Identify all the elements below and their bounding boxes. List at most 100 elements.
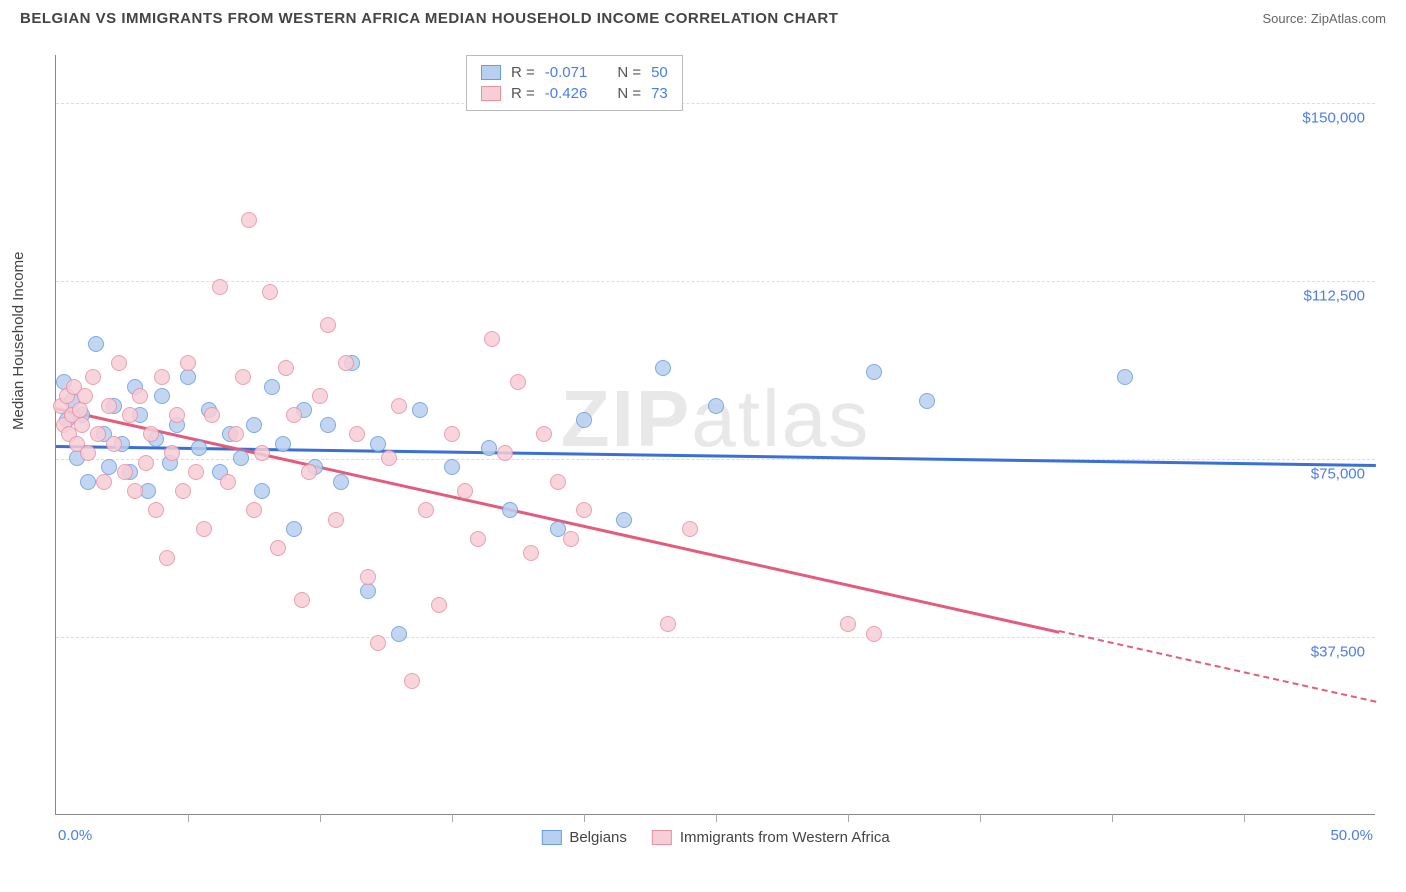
y-tick-label: $75,000 — [1311, 465, 1365, 482]
data-point-series-1 — [143, 426, 159, 442]
data-point-series-1 — [286, 407, 302, 423]
data-point-series-1 — [457, 483, 473, 499]
data-point-series-0 — [264, 379, 280, 395]
data-point-series-1 — [164, 445, 180, 461]
data-point-series-1 — [360, 569, 376, 585]
data-point-series-1 — [148, 502, 164, 518]
data-point-series-0 — [708, 398, 724, 414]
data-point-series-1 — [381, 450, 397, 466]
legend-item-0: Belgians — [541, 829, 627, 846]
data-point-series-1 — [523, 545, 539, 561]
data-point-series-0 — [655, 360, 671, 376]
data-point-series-1 — [175, 483, 191, 499]
data-point-series-1 — [270, 540, 286, 556]
r-label: R = — [511, 85, 535, 102]
legend-item-1: Immigrants from Western Africa — [652, 829, 890, 846]
watermark: ZIPatlas — [561, 373, 870, 465]
data-point-series-0 — [502, 502, 518, 518]
data-point-series-0 — [191, 440, 207, 456]
data-point-series-1 — [550, 474, 566, 490]
data-point-series-0 — [88, 336, 104, 352]
n-label: N = — [617, 64, 641, 81]
data-point-series-1 — [866, 626, 882, 642]
data-point-series-1 — [278, 360, 294, 376]
watermark-light: atlas — [691, 374, 870, 463]
chart-source: Source: ZipAtlas.com — [1262, 11, 1386, 26]
r-value-0: -0.071 — [545, 64, 588, 81]
data-point-series-1 — [235, 369, 251, 385]
legend-label-0: Belgians — [569, 829, 627, 846]
n-value-1: 73 — [651, 85, 668, 102]
x-tick — [848, 814, 849, 822]
regression-line — [56, 407, 1060, 633]
data-point-series-1 — [563, 531, 579, 547]
gridline — [56, 637, 1375, 638]
data-point-series-1 — [576, 502, 592, 518]
x-tick — [1112, 814, 1113, 822]
data-point-series-1 — [536, 426, 552, 442]
data-point-series-1 — [80, 445, 96, 461]
data-point-series-1 — [212, 279, 228, 295]
data-point-series-1 — [228, 426, 244, 442]
regression-line — [1059, 630, 1376, 703]
data-point-series-1 — [254, 445, 270, 461]
data-point-series-1 — [418, 502, 434, 518]
swatch-series-1 — [481, 86, 501, 101]
data-point-series-1 — [85, 369, 101, 385]
x-tick — [188, 814, 189, 822]
data-point-series-0 — [370, 436, 386, 452]
chart-header: BELGIAN VS IMMIGRANTS FROM WESTERN AFRIC… — [0, 0, 1406, 32]
data-point-series-1 — [106, 436, 122, 452]
data-point-series-1 — [111, 355, 127, 371]
x-tick — [320, 814, 321, 822]
y-axis-label: Median Household Income — [10, 252, 27, 430]
y-tick-label: $37,500 — [1311, 643, 1365, 660]
data-point-series-1 — [262, 284, 278, 300]
bottom-legend: Belgians Immigrants from Western Africa — [541, 829, 889, 846]
data-point-series-0 — [616, 512, 632, 528]
x-tick-label: 0.0% — [58, 827, 92, 844]
legend-swatch-0 — [541, 830, 561, 845]
data-point-series-1 — [204, 407, 220, 423]
swatch-series-0 — [481, 65, 501, 80]
data-point-series-1 — [96, 474, 112, 490]
data-point-series-1 — [241, 212, 257, 228]
data-point-series-1 — [370, 635, 386, 651]
gridline — [56, 281, 1375, 282]
data-point-series-1 — [497, 445, 513, 461]
data-point-series-1 — [220, 474, 236, 490]
data-point-series-1 — [338, 355, 354, 371]
x-tick — [584, 814, 585, 822]
data-point-series-1 — [127, 483, 143, 499]
x-tick — [716, 814, 717, 822]
data-point-series-1 — [132, 388, 148, 404]
data-point-series-1 — [188, 464, 204, 480]
data-point-series-1 — [320, 317, 336, 333]
x-tick — [980, 814, 981, 822]
data-point-series-1 — [154, 369, 170, 385]
data-point-series-0 — [320, 417, 336, 433]
data-point-series-0 — [180, 369, 196, 385]
n-label: N = — [617, 85, 641, 102]
data-point-series-0 — [866, 364, 882, 380]
data-point-series-1 — [169, 407, 185, 423]
data-point-series-1 — [682, 521, 698, 537]
data-point-series-0 — [254, 483, 270, 499]
data-point-series-0 — [481, 440, 497, 456]
stats-legend-box: R = -0.071 N = 50 R = -0.426 N = 73 — [466, 55, 683, 111]
data-point-series-1 — [349, 426, 365, 442]
y-tick-label: $112,500 — [1304, 287, 1365, 304]
chart-plot-area: ZIPatlas $37,500$75,000$112,500$150,000 … — [55, 55, 1375, 815]
data-point-series-1 — [159, 550, 175, 566]
stats-row-1: R = -0.426 N = 73 — [481, 83, 668, 104]
data-point-series-0 — [391, 626, 407, 642]
legend-label-1: Immigrants from Western Africa — [680, 829, 890, 846]
data-point-series-1 — [101, 398, 117, 414]
data-point-series-1 — [180, 355, 196, 371]
x-tick — [1244, 814, 1245, 822]
data-point-series-1 — [196, 521, 212, 537]
data-point-series-1 — [312, 388, 328, 404]
data-point-series-0 — [412, 402, 428, 418]
data-point-series-0 — [80, 474, 96, 490]
data-point-series-1 — [660, 616, 676, 632]
